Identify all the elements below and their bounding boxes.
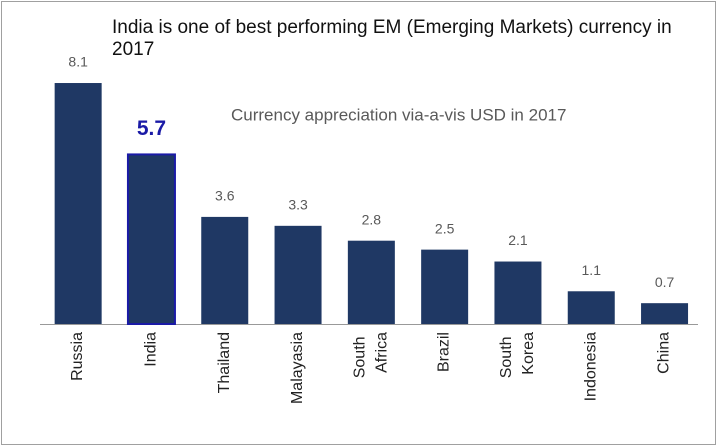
value-label: 2.1 <box>508 232 528 248</box>
x-tick-label: Indonesia <box>582 332 599 401</box>
x-tick-label: Brazil <box>436 332 453 372</box>
x-tick-label: South Korea <box>498 332 537 378</box>
x-tick-label: Russia <box>69 332 86 381</box>
x-tick-label: China <box>656 332 673 374</box>
value-label: 1.1 <box>582 262 602 278</box>
chart-subtitle: Currency appreciation via-a-vis USD in 2… <box>231 105 566 124</box>
bar <box>641 303 689 324</box>
bar <box>201 216 249 324</box>
bar <box>567 291 615 324</box>
x-tick-label: Thailand <box>216 332 233 393</box>
x-tick-label: Malayasia <box>289 332 306 404</box>
value-label: 3.3 <box>288 197 308 213</box>
x-tick-label: India <box>143 332 160 367</box>
value-label: 0.7 <box>655 274 675 290</box>
bar <box>347 240 395 324</box>
value-label: 2.8 <box>362 211 382 227</box>
x-tick-label: South Africa <box>352 332 391 378</box>
value-label: 2.5 <box>435 220 455 236</box>
bar <box>126 153 176 325</box>
bar <box>494 261 542 324</box>
value-label: 8.1 <box>68 54 88 70</box>
bar <box>54 83 102 325</box>
bar <box>274 225 322 324</box>
value-label: 3.6 <box>215 188 235 204</box>
value-label: 5.7 <box>137 117 166 140</box>
chart-title: India is one of best performing EM (Emer… <box>112 17 672 60</box>
bar <box>421 249 469 324</box>
